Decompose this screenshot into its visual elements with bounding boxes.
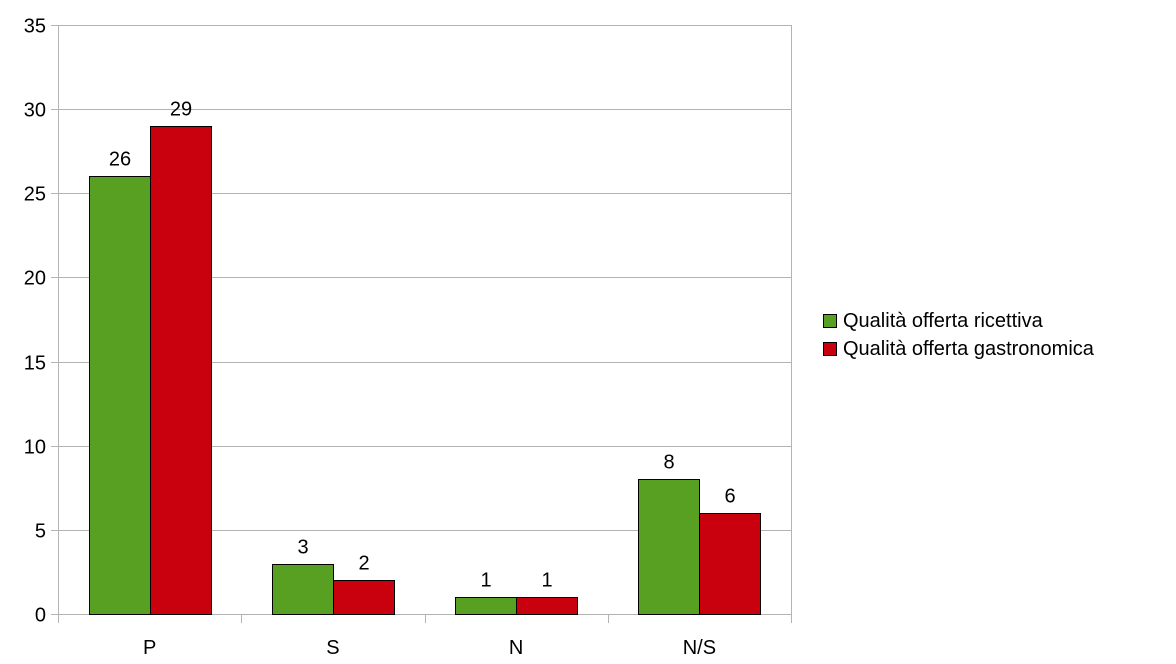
legend-item-series-2: Qualità offerta gastronomica [823, 335, 1094, 363]
bar-P-series-2 [151, 127, 212, 615]
x-category-label-P: P [143, 637, 156, 659]
bar-NS-series-2 [700, 514, 761, 615]
bars [90, 127, 761, 615]
bar-NS-series-1 [639, 480, 700, 615]
y-tick-label-20: 20 [24, 268, 46, 290]
y-tick-label-35: 35 [24, 16, 46, 38]
data-label-P-series-2: 29 [170, 99, 192, 121]
legend: Qualità offerta ricettiva Qualità offert… [823, 307, 1094, 363]
legend-swatch-series-2 [823, 342, 837, 356]
bar-N-series-1 [456, 598, 517, 615]
bar-S-series-2 [334, 581, 395, 615]
x-category-label-NS: N/S [683, 637, 716, 659]
y-tick-label-25: 25 [24, 184, 46, 206]
legend-label-series-2: Qualità offerta gastronomica [843, 338, 1094, 361]
y-tick-label-15: 15 [24, 353, 46, 375]
data-label-S-series-2: 2 [358, 553, 369, 575]
y-tick-label-10: 10 [24, 437, 46, 459]
y-tick-label-0: 0 [35, 605, 46, 627]
legend-swatch-series-1 [823, 314, 837, 328]
data-label-NS-series-1: 8 [663, 452, 674, 474]
y-tick-label-5: 5 [35, 521, 46, 543]
data-label-N-series-2: 1 [541, 570, 552, 592]
x-category-label-N: N [509, 637, 523, 659]
bar-S-series-1 [273, 565, 334, 615]
data-label-NS-series-2: 6 [724, 486, 735, 508]
legend-item-series-1: Qualità offerta ricettiva [823, 307, 1094, 335]
bar-P-series-1 [90, 177, 151, 615]
y-tick-label-30: 30 [24, 100, 46, 122]
data-label-P-series-1: 26 [109, 149, 131, 171]
data-label-S-series-1: 3 [297, 537, 308, 559]
bar-N-series-2 [517, 598, 578, 615]
data-label-N-series-1: 1 [480, 570, 491, 592]
legend-label-series-1: Qualità offerta ricettiva [843, 310, 1043, 333]
x-category-label-S: S [326, 637, 339, 659]
